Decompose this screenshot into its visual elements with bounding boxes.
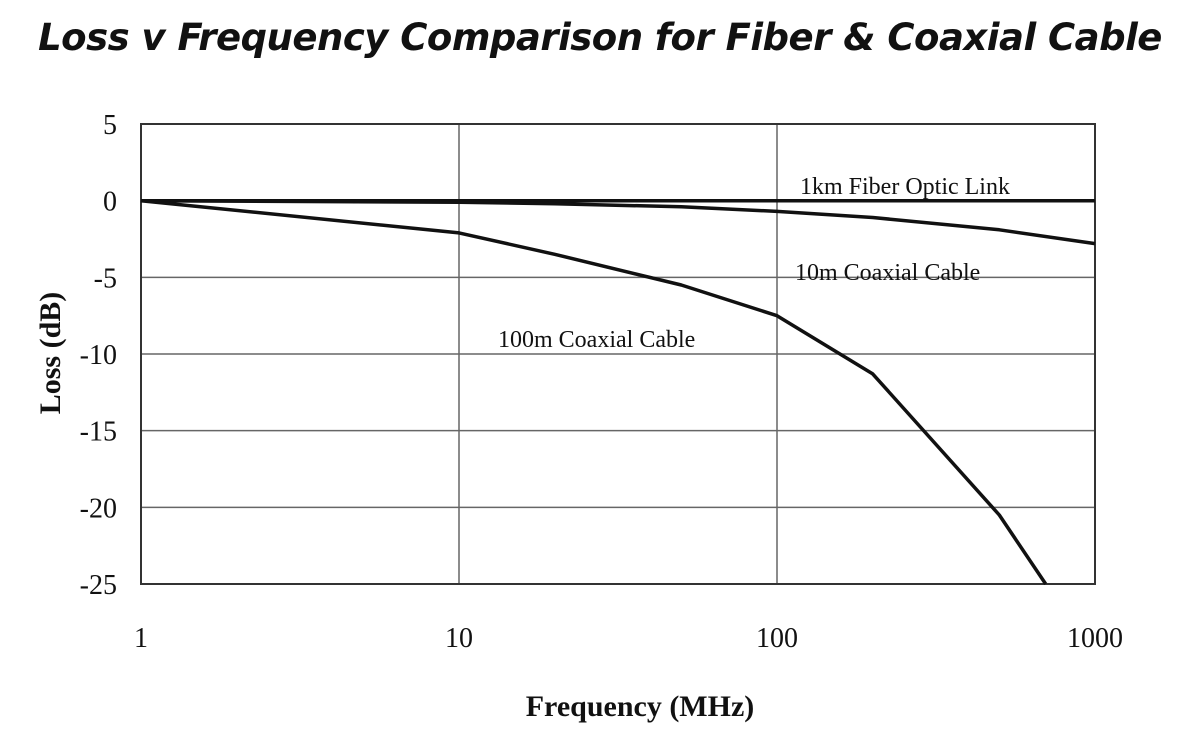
y-tick-label: -15 <box>80 417 117 448</box>
plot-area-border <box>140 123 1096 585</box>
plot-frame <box>140 123 1096 585</box>
y-tick-label: -20 <box>80 493 117 524</box>
x-tick-label: 1 <box>134 623 148 654</box>
series-label-10m-coax: 10m Coaxial Cable <box>795 260 980 286</box>
y-tick-label: -25 <box>80 570 117 601</box>
x-tick-label: 10 <box>445 623 473 654</box>
y-tick-label: -10 <box>80 340 117 371</box>
x-tick-label: 1000 <box>1067 623 1123 654</box>
x-tick-label: 100 <box>756 623 798 654</box>
x-axis-title: Frequency (MHz) <box>526 690 755 723</box>
series-label-100m-coax: 100m Coaxial Cable <box>498 327 695 353</box>
y-tick-label: -5 <box>94 263 117 294</box>
y-tick-label: 5 <box>103 110 117 141</box>
y-axis-title: Loss (dB) <box>34 292 67 415</box>
x-axis-ticks: 1 10 100 1000 <box>134 623 1123 654</box>
y-axis-ticks: 5 0 -5 -10 -15 -20 -25 <box>80 110 117 601</box>
series-lines <box>140 198 1096 585</box>
chart-title: Loss v Frequency Comparison for Fiber & … <box>38 16 1162 59</box>
series-line-10m-coax <box>140 198 1096 246</box>
series-label-fiber: 1km Fiber Optic Link <box>800 174 1010 200</box>
y-tick-label: 0 <box>103 187 117 218</box>
series-line-100m-coax <box>140 198 1048 585</box>
series-annotations: 1km Fiber Optic Link 10m Coaxial Cable 1… <box>498 174 1010 353</box>
